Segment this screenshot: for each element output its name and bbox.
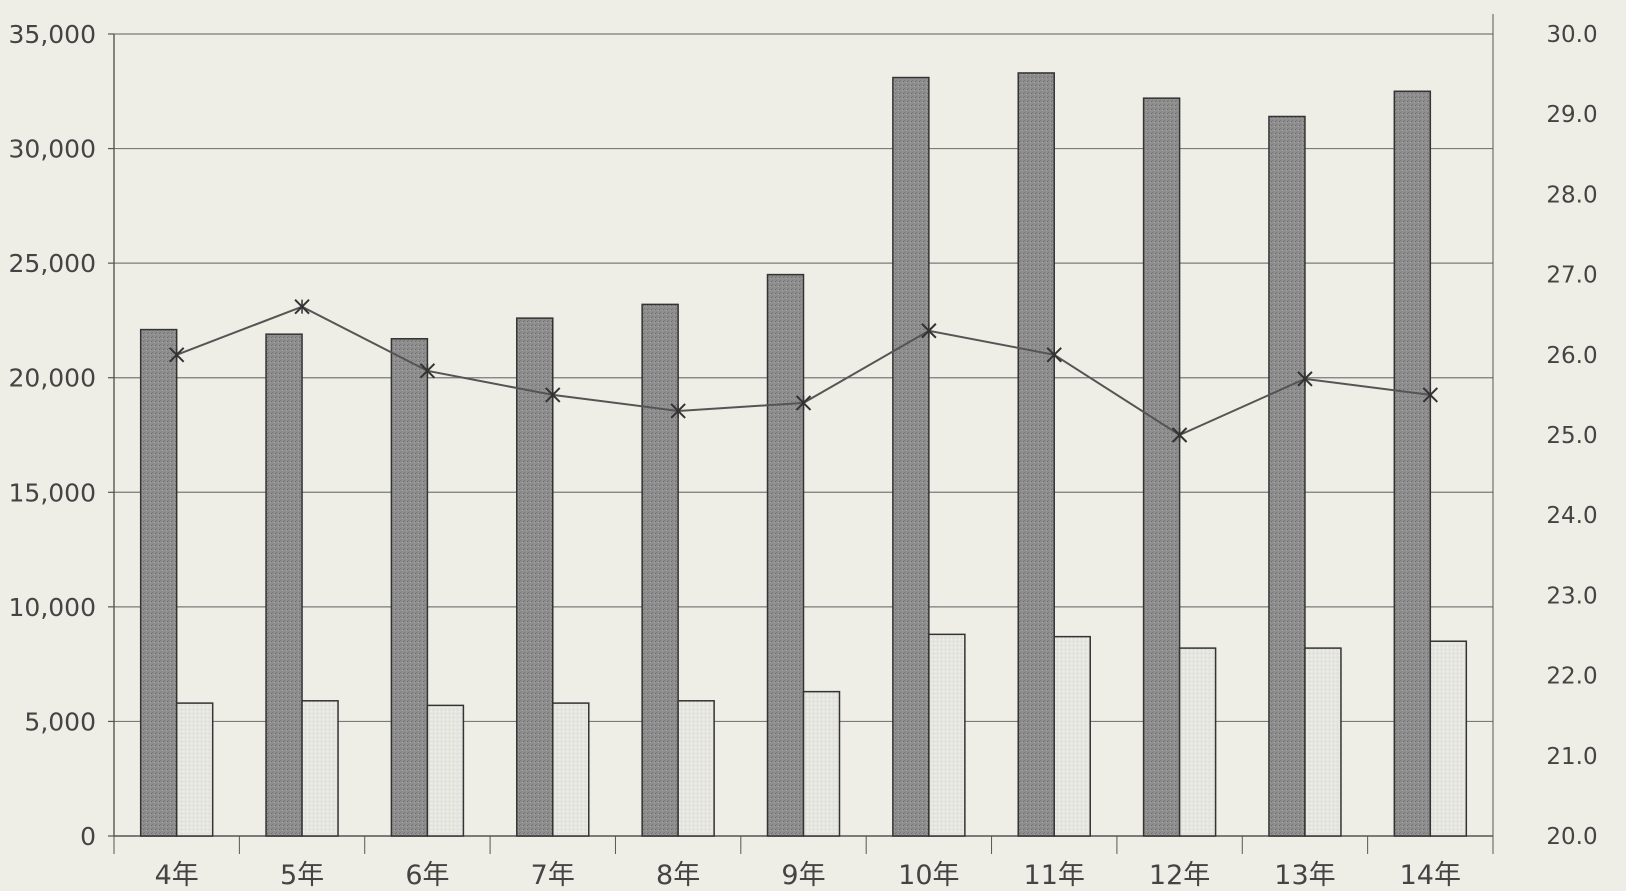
right-tick-label: 24.0 xyxy=(1546,503,1597,529)
right-tick-label: 22.0 xyxy=(1546,664,1597,690)
category-label: 10年 xyxy=(898,860,959,891)
left-axis-ticks: 0 5,000 10,000 15,000 20,000 25,000 30,000 35,0… xyxy=(9,20,114,851)
bar-series-2 xyxy=(301,700,339,837)
bar-series-1 xyxy=(1393,90,1432,837)
ratio-point-marker xyxy=(670,403,686,419)
bar-series-2 xyxy=(1178,647,1217,837)
ratio-point-marker xyxy=(795,395,812,411)
bar-series-1 xyxy=(139,328,178,837)
bar-series-2 xyxy=(552,702,590,837)
ratio-point-marker xyxy=(1297,371,1313,387)
bar-series-1 xyxy=(766,273,805,837)
bar-series-1 xyxy=(265,333,303,837)
left-tick-label: 15,000 xyxy=(9,478,96,507)
bars xyxy=(139,72,1468,837)
bar-series-2 xyxy=(802,690,841,837)
right-tick-label: 28.0 xyxy=(1546,182,1597,208)
right-axis-ticks: 20.0 21.0 22.0 23.0 24.0 25.0 26.0 27.0 28.0 29.0… xyxy=(1546,22,1597,850)
bar-series-2 xyxy=(1429,640,1468,837)
category-labels: 4年 5年 6年 7年 8年 9年 10年 11年 12年 13年 14年 xyxy=(155,860,1461,891)
bar-series-2 xyxy=(1053,635,1091,837)
category-label: 6年 xyxy=(405,860,449,891)
bar-series-1 xyxy=(390,338,429,837)
left-tick-label: 0 xyxy=(80,822,96,851)
left-tick-label: 20,000 xyxy=(9,364,96,393)
right-tick-label: 29.0 xyxy=(1546,102,1597,128)
bar-series-1 xyxy=(892,76,930,837)
category-label: 4年 xyxy=(155,860,199,891)
ratio-point-marker xyxy=(419,363,436,379)
category-label: 11年 xyxy=(1024,860,1085,891)
left-tick-label: 30,000 xyxy=(9,135,96,164)
category-label: 8年 xyxy=(656,860,700,891)
category-label: 13年 xyxy=(1274,860,1335,891)
left-tick-label: 5,000 xyxy=(24,707,96,736)
bar-series-2 xyxy=(928,633,966,837)
category-label: 12年 xyxy=(1149,860,1210,891)
bar-series-2 xyxy=(426,704,465,837)
bar-series-2 xyxy=(175,702,214,837)
category-label: 5年 xyxy=(280,860,324,891)
left-tick-label: 35,000 xyxy=(9,20,96,49)
ratio-point-marker xyxy=(1422,387,1439,403)
right-tick-label: 21.0 xyxy=(1546,744,1597,770)
bar-series-1 xyxy=(641,303,679,837)
right-tick-label: 27.0 xyxy=(1546,263,1597,289)
left-tick-label: 25,000 xyxy=(9,249,96,278)
category-label: 14年 xyxy=(1400,860,1461,891)
right-tick-label: 26.0 xyxy=(1546,343,1597,369)
ratio-point-marker xyxy=(1171,427,1188,443)
ratio-point-marker xyxy=(1046,347,1062,363)
ratio-point-marker xyxy=(545,387,561,403)
category-label: 9年 xyxy=(781,860,825,891)
category-label: 7年 xyxy=(531,860,575,891)
bar-series-1 xyxy=(1268,115,1306,837)
ratio-point-marker xyxy=(294,298,310,315)
ratio-point-marker xyxy=(168,347,185,363)
bar-series-1 xyxy=(1017,72,1055,837)
right-tick-label: 20.0 xyxy=(1546,824,1597,850)
bar-series-1 xyxy=(516,317,554,837)
left-tick-label: 10,000 xyxy=(9,593,96,622)
ratio-line-series xyxy=(168,298,1439,443)
right-tick-label: 30.0 xyxy=(1546,22,1597,48)
bar-series-1 xyxy=(1142,97,1181,837)
right-tick-label: 23.0 xyxy=(1546,583,1597,609)
bar-series-2 xyxy=(1304,647,1342,837)
bar-series-2 xyxy=(677,700,715,837)
right-tick-label: 25.0 xyxy=(1546,423,1597,449)
ratio-point-marker xyxy=(921,323,937,339)
